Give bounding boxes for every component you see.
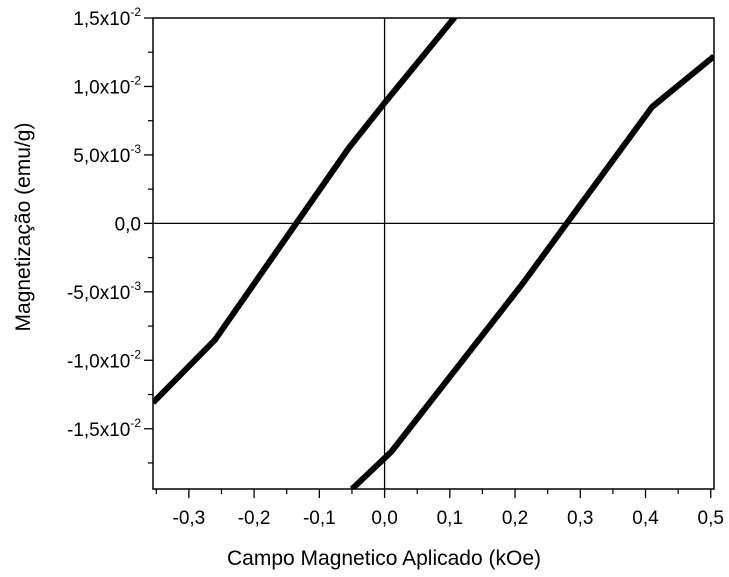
y-tick-label: -1,5x10-2 [67,416,141,441]
x-tick-label: 0,1 [437,508,463,529]
y-tick-label: -1,0x10-2 [67,347,141,372]
x-tick-label: 0,5 [698,508,724,529]
zero-lines [153,18,714,489]
x-tick-label: 0,0 [371,508,397,529]
y-axis-label: Magnetização (emu/g) [12,123,35,332]
x-tick-label: 0,4 [632,508,659,529]
x-tick-label: -0,3 [173,508,206,529]
y-tick-label: 0,0 [115,214,141,235]
y-tick-label: 1,5x10-2 [73,5,141,30]
y-tick-label: 5,0x10-3 [73,142,141,167]
x-axis-label: Campo Magnetico Aplicado (kOe) [227,547,541,570]
x-tick-label: -0,1 [303,508,336,529]
series-group [153,18,714,489]
x-tick-label: -0,2 [238,508,271,529]
x-tick-label: 0,3 [567,508,593,529]
y-tick-label: -5,0x10-3 [67,279,141,304]
x-tick-label: 0,2 [502,508,528,529]
x-axis-ticks: -0,3 -0,2 -0,1 0,0 0,1 0,2 0,3 0,4 0,5 [155,489,724,529]
y-axis-ticks: 1,5x10-2 1,0x10-2 5,0x10-3 0,0 -5,0x10-3 -1,0… [67,5,153,464]
y-tick-label: 1,0x10-2 [73,73,141,98]
plot-frame [152,17,715,490]
series-line-2 [349,53,714,489]
plot-frame-group [152,17,715,490]
series-line-1 [153,18,458,405]
